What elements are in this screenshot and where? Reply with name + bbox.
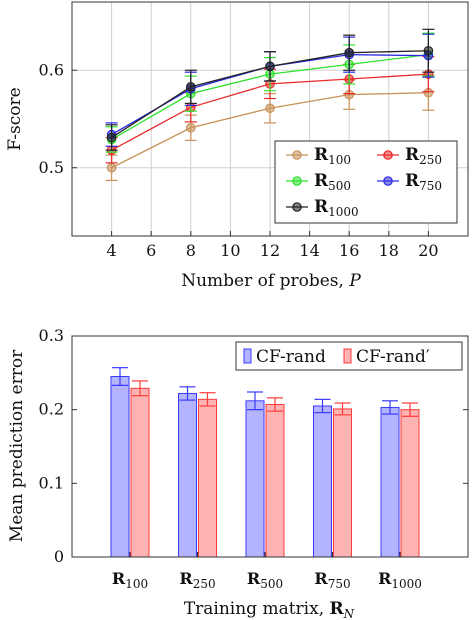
- bar: [380, 406, 400, 558]
- legend-marker: [292, 150, 302, 160]
- bar: [313, 405, 332, 558]
- bar: [245, 400, 265, 558]
- bar: [333, 408, 352, 558]
- fscore-x-axis-label-text: Number of probes,: [181, 271, 349, 291]
- error-x-tick-label: R250: [179, 569, 215, 591]
- fscore-x-tick-label: 14: [299, 241, 319, 260]
- category-sub: 500: [260, 577, 283, 591]
- fscore-x-axis-label: Number of probes, P: [181, 271, 361, 291]
- legend-label-sub: 500: [328, 179, 351, 193]
- series-R1000: [105, 28, 435, 151]
- legend-label-sub: 750: [419, 179, 442, 193]
- legend-label-main: R: [314, 171, 329, 191]
- fscore-x-tick-label: 20: [418, 241, 438, 260]
- fscore-x-tick-label: 4: [107, 241, 117, 260]
- data-point: [106, 162, 117, 173]
- legend-label: R750: [405, 171, 442, 193]
- fscore-x-tick-label: 8: [186, 241, 196, 260]
- data-point: [106, 132, 117, 143]
- legend-label: R250: [405, 145, 442, 167]
- legend-label-sub: 100: [328, 153, 351, 167]
- error-x-axis-label-text: Training matrix,: [184, 599, 330, 619]
- legend-marker: [383, 150, 393, 160]
- data-point: [423, 45, 434, 56]
- error-plot-frame: [71, 335, 469, 558]
- data-point: [186, 82, 196, 92]
- fscore-y-axis-label: F-score: [5, 87, 25, 150]
- category-main: R: [179, 569, 193, 588]
- fscore-x-tick-label: 6: [146, 241, 156, 260]
- legend-label-main: R: [314, 197, 329, 217]
- fscore-x-axis-label-var: P: [348, 271, 361, 291]
- category-sub: 750: [328, 577, 351, 591]
- category-main: R: [112, 569, 126, 588]
- legend-label-sub: 1000: [328, 205, 359, 219]
- bar-series-0: [110, 367, 400, 558]
- legend-label: R1000: [314, 197, 359, 219]
- bar: [400, 409, 420, 558]
- error-y-tick-label: 0.1: [39, 473, 64, 492]
- legend-marker: [292, 202, 302, 212]
- data-point: [344, 47, 354, 58]
- bar: [265, 404, 285, 558]
- category-sub: 1000: [391, 577, 422, 591]
- fscore-y-tick-label: 0.5: [39, 158, 64, 177]
- bar: [130, 387, 150, 558]
- error-y-tick-label: 0.2: [39, 400, 64, 419]
- error-y-tick-label: 0: [54, 547, 64, 566]
- legend-label-main: R: [405, 171, 420, 191]
- legend-label-main: R: [405, 145, 420, 165]
- legend-swatch: [243, 348, 252, 364]
- error-x-tick-label: R100: [112, 569, 148, 591]
- bar: [110, 376, 130, 558]
- legend-label-main: R: [314, 145, 329, 165]
- error-x-tick-label: R500: [247, 569, 283, 591]
- legend-label: CF-rand′: [356, 347, 430, 367]
- legend-marker: [292, 176, 302, 186]
- fscore-chart: 4 6 8 10 12 14 16 18 20 0.5 0.6 F-score Number of …: [5, 1, 469, 291]
- data-point: [186, 122, 196, 133]
- fscore-x-tick-label: 16: [339, 241, 359, 260]
- legend-label: R500: [314, 171, 351, 193]
- error-x-tick-label: R1000: [378, 569, 422, 591]
- fscore-x-tick-label: 12: [260, 241, 280, 260]
- legend-swatch: [343, 348, 352, 364]
- bar: [178, 392, 197, 558]
- fscore-y-tick-label: 0.6: [39, 60, 64, 79]
- error-bars: [110, 367, 420, 558]
- fscore-x-tick-label: 18: [379, 241, 399, 260]
- legend-label: R100: [314, 145, 351, 167]
- fscore-x-tick-label: 10: [220, 241, 240, 260]
- fscore-ticks: 4 6 8 10 12 14 16 18 20 0.5 0.6: [39, 60, 439, 260]
- fscore-legend-box: [274, 140, 458, 224]
- error-y-tick-label: 0.3: [39, 326, 64, 345]
- legend-marker: [383, 176, 393, 186]
- category-sub: 250: [193, 577, 216, 591]
- error-x-axis-label-sub: N: [343, 607, 355, 620]
- category-main: R: [247, 569, 261, 588]
- data-point: [265, 103, 275, 114]
- error-legend: CF-rand CF-rand′: [235, 341, 463, 371]
- category-main: R: [378, 569, 392, 588]
- legend-label: CF-rand: [256, 347, 326, 367]
- error-y-axis-label: Mean prediction error: [7, 349, 27, 542]
- bar: [198, 398, 217, 558]
- fscore-series: [105, 28, 435, 182]
- error-x-tick-label: R750: [314, 569, 350, 591]
- category-main: R: [314, 569, 328, 588]
- legend-label-sub: 250: [419, 153, 442, 167]
- error-x-axis-label: Training matrix, RN: [184, 599, 355, 620]
- error-x-axis-label-main: R: [330, 599, 345, 619]
- category-sub: 100: [125, 577, 148, 591]
- data-point: [265, 61, 275, 72]
- bar-series-1: [130, 380, 420, 558]
